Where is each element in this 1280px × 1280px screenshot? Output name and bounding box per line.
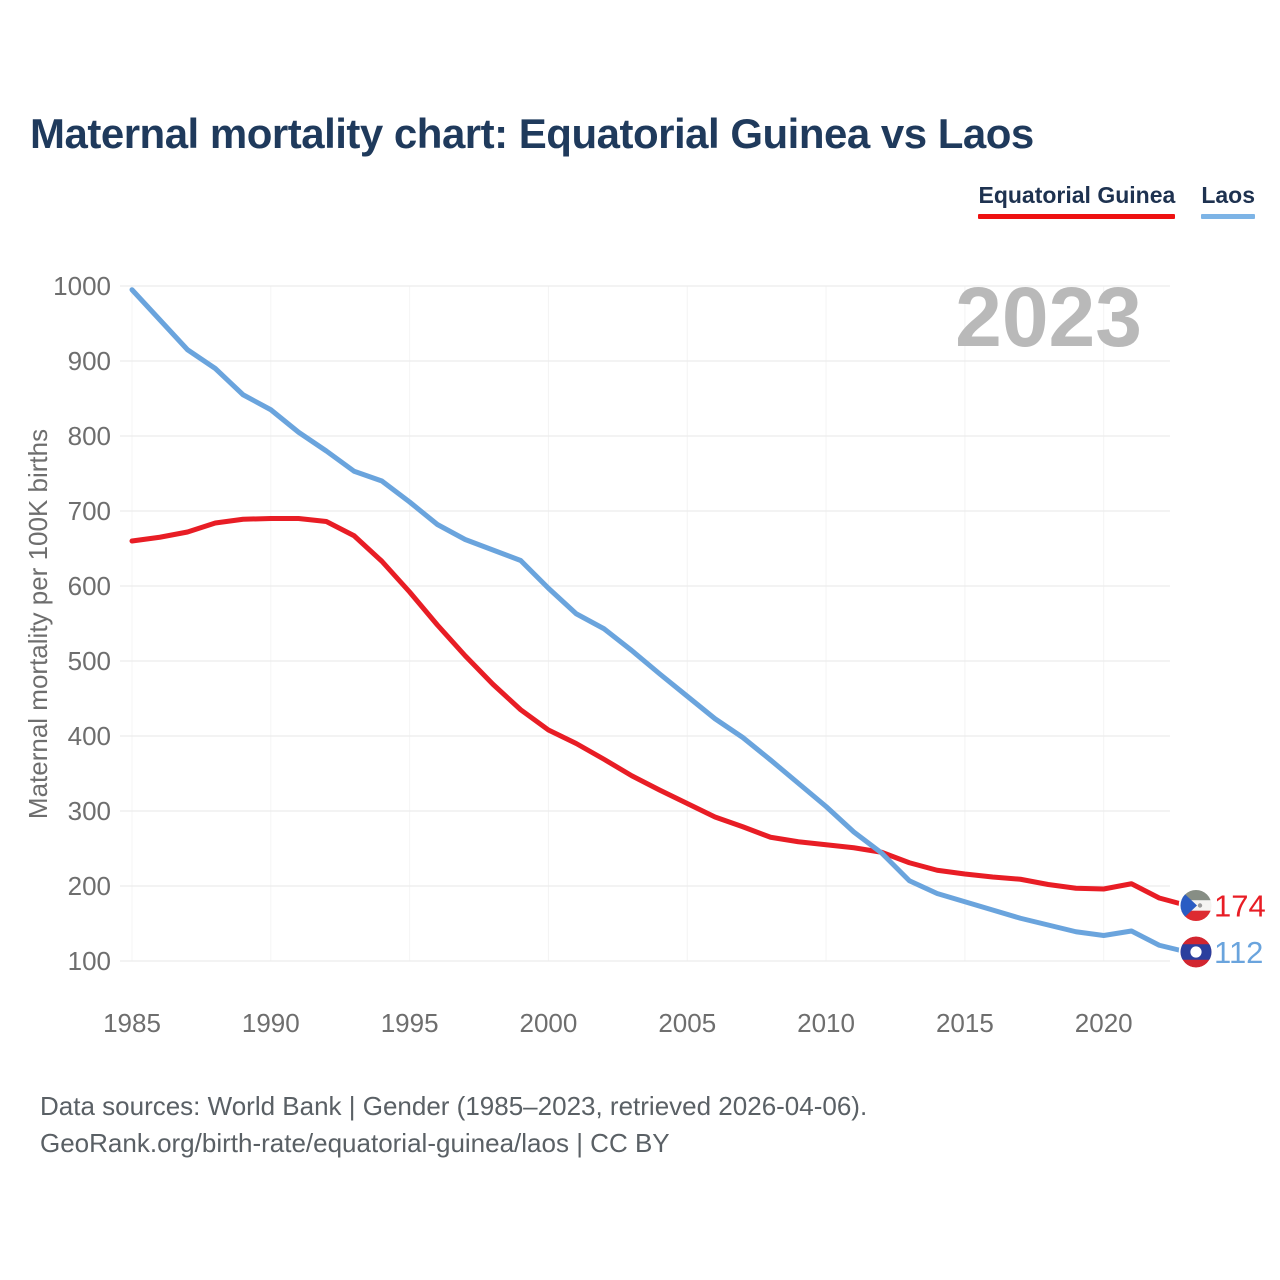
legend-underline-equatorial-guinea bbox=[978, 214, 1176, 219]
y-tick-label: 1000 bbox=[53, 271, 111, 301]
y-tick-label: 700 bbox=[68, 496, 111, 526]
chart-area: 100 200 300 400 500 600 700 800 900 1000 1985 1990 1… bbox=[0, 240, 1280, 1060]
y-axis-title: Maternal mortality per 100K births bbox=[23, 429, 53, 819]
legend-underline-laos bbox=[1201, 214, 1255, 219]
x-tick-label: 2010 bbox=[797, 1008, 855, 1038]
x-tick-label: 2015 bbox=[936, 1008, 994, 1038]
x-tick-label: 1985 bbox=[103, 1008, 161, 1038]
legend-item-equatorial-guinea[interactable]: Equatorial Guinea bbox=[978, 182, 1176, 219]
legend-label-laos: Laos bbox=[1201, 182, 1255, 208]
equatorial-guinea-flag-icon bbox=[1180, 890, 1212, 921]
y-tick-label: 600 bbox=[68, 571, 111, 601]
x-tick-label: 2000 bbox=[520, 1008, 578, 1038]
end-value-label-equatorial-guinea: 174 bbox=[1214, 889, 1266, 924]
y-gridlines bbox=[120, 285, 1170, 962]
series-line-laos bbox=[129, 287, 1190, 955]
y-tick-label: 900 bbox=[68, 346, 111, 376]
x-axis-tick-labels: 1985 1990 1995 2000 2005 2010 2015 2020 bbox=[103, 1008, 1133, 1038]
end-label-equatorial-guinea: 174 bbox=[1178, 888, 1266, 924]
end-value-label-laos: 112 bbox=[1214, 935, 1263, 970]
x-tick-label: 2020 bbox=[1075, 1008, 1133, 1038]
x-tick-label: 1990 bbox=[242, 1008, 300, 1038]
legend-item-laos[interactable]: Laos bbox=[1201, 182, 1255, 219]
x-gridlines bbox=[131, 286, 1105, 961]
legend-label-equatorial-guinea: Equatorial Guinea bbox=[978, 182, 1176, 208]
y-tick-label: 300 bbox=[68, 796, 111, 826]
y-tick-label: 100 bbox=[68, 946, 111, 976]
footer-sources-line: Data sources: World Bank | Gender (1985–… bbox=[40, 1091, 868, 1121]
footer: Data sources: World Bank | Gender (1985–… bbox=[40, 1088, 867, 1162]
y-tick-label: 200 bbox=[68, 871, 111, 901]
y-tick-label: 500 bbox=[68, 646, 111, 676]
x-tick-label: 1995 bbox=[381, 1008, 439, 1038]
y-axis-tick-labels: 100 200 300 400 500 600 700 800 900 1000 bbox=[53, 271, 111, 976]
laos-flag-icon bbox=[1180, 936, 1212, 968]
y-tick-label: 800 bbox=[68, 421, 111, 451]
year-watermark: 2023 bbox=[955, 270, 1142, 364]
series-line-equatorial-guinea bbox=[129, 516, 1190, 908]
y-tick-label: 400 bbox=[68, 721, 111, 751]
x-tick-label: 2005 bbox=[658, 1008, 716, 1038]
legend: Equatorial Guinea Laos bbox=[978, 182, 1255, 219]
page-title: Maternal mortality chart: Equatorial Gui… bbox=[30, 110, 1034, 157]
end-label-laos: 112 bbox=[1178, 934, 1263, 970]
footer-url-line: GeoRank.org/birth-rate/equatorial-guinea… bbox=[40, 1128, 670, 1158]
